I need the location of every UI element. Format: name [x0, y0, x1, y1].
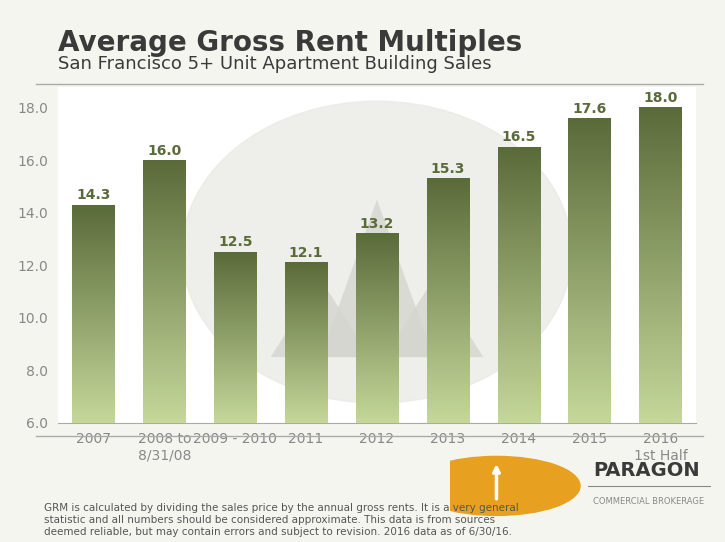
Circle shape: [413, 456, 580, 515]
Text: Average Gross Rent Multiples: Average Gross Rent Multiples: [58, 29, 522, 57]
Text: 16.0: 16.0: [147, 144, 181, 158]
Text: 13.2: 13.2: [360, 217, 394, 231]
Text: 18.0: 18.0: [643, 91, 678, 105]
Ellipse shape: [182, 101, 572, 403]
Text: 14.3: 14.3: [76, 188, 111, 202]
Text: 17.6: 17.6: [573, 101, 607, 115]
Text: GRM is calculated by dividing the sales price by the annual gross rents. It is a: GRM is calculated by dividing the sales …: [44, 504, 518, 537]
Text: 12.5: 12.5: [218, 235, 252, 249]
Polygon shape: [270, 279, 370, 357]
Text: 12.1: 12.1: [289, 246, 323, 260]
Polygon shape: [384, 279, 484, 357]
Polygon shape: [320, 199, 434, 357]
Text: COMMERCIAL BROKERAGE: COMMERCIAL BROKERAGE: [593, 497, 704, 506]
Text: San Francisco 5+ Unit Apartment Building Sales: San Francisco 5+ Unit Apartment Building…: [58, 55, 492, 73]
Text: PARAGON: PARAGON: [593, 461, 700, 480]
Text: 16.5: 16.5: [502, 131, 536, 145]
Text: 15.3: 15.3: [431, 162, 465, 176]
